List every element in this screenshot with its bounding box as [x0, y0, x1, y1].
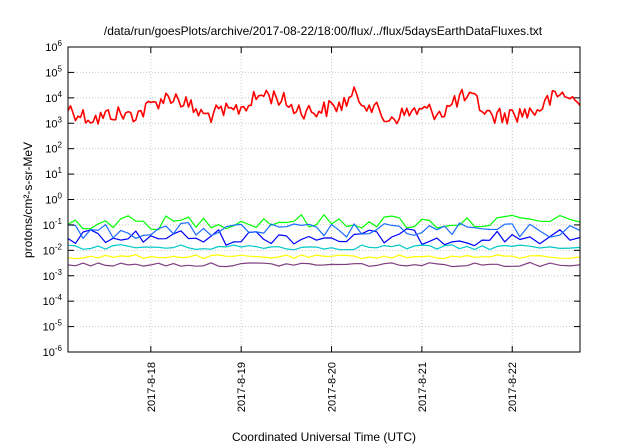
x-tick-label: 2017-8-18 — [146, 362, 158, 412]
y-tick-label: 10-6 — [43, 344, 63, 359]
y-tick-label: 105 — [45, 64, 62, 79]
x-axis-label: Coordinated Universal Time (UTC) — [232, 430, 416, 444]
chart-title: /data/run/goesPlots/archive/2017-08-22/1… — [104, 24, 543, 38]
x-axis-ticks: 2017-8-18 2017-8-19 2017-8-20 2017-8-21 2017… — [146, 47, 519, 412]
x-tick-label: 2017-8-21 — [417, 362, 429, 412]
y-tick-label: 102 — [45, 141, 62, 156]
y-axis-ticks: 106 105 104 103 102 101 100 10-1 10-2 10-3 10-4 10-… — [43, 39, 580, 359]
series-line-5 — [67, 254, 581, 260]
y-tick-label: 10-1 — [43, 217, 63, 232]
y-tick-label: 10-4 — [43, 293, 63, 308]
y-tick-label: 10-3 — [43, 268, 63, 283]
series-line-6 — [67, 261, 581, 268]
y-tick-label: 106 — [45, 39, 62, 54]
x-tick-label: 2017-8-22 — [507, 362, 519, 412]
y-tick-label: 10-5 — [43, 319, 63, 334]
y-tick-label: 101 — [45, 166, 62, 181]
series-group — [67, 86, 581, 268]
series-line-0 — [67, 86, 581, 125]
y-tick-label: 10-2 — [43, 242, 63, 257]
grid-lines — [68, 46, 580, 353]
series-line-3 — [67, 222, 581, 239]
x-tick-label: 2017-8-19 — [236, 362, 248, 412]
y-tick-label: 100 — [45, 192, 62, 207]
y-tick-label: 103 — [45, 115, 62, 130]
series-line-2 — [67, 228, 581, 247]
y-tick-label: 104 — [45, 90, 62, 105]
y-axis-label: protons/cm²-s-sr-MeV — [21, 142, 35, 258]
x-tick-label: 2017-8-20 — [327, 362, 339, 412]
series-line-4 — [67, 244, 581, 251]
series-line-1 — [67, 214, 581, 231]
